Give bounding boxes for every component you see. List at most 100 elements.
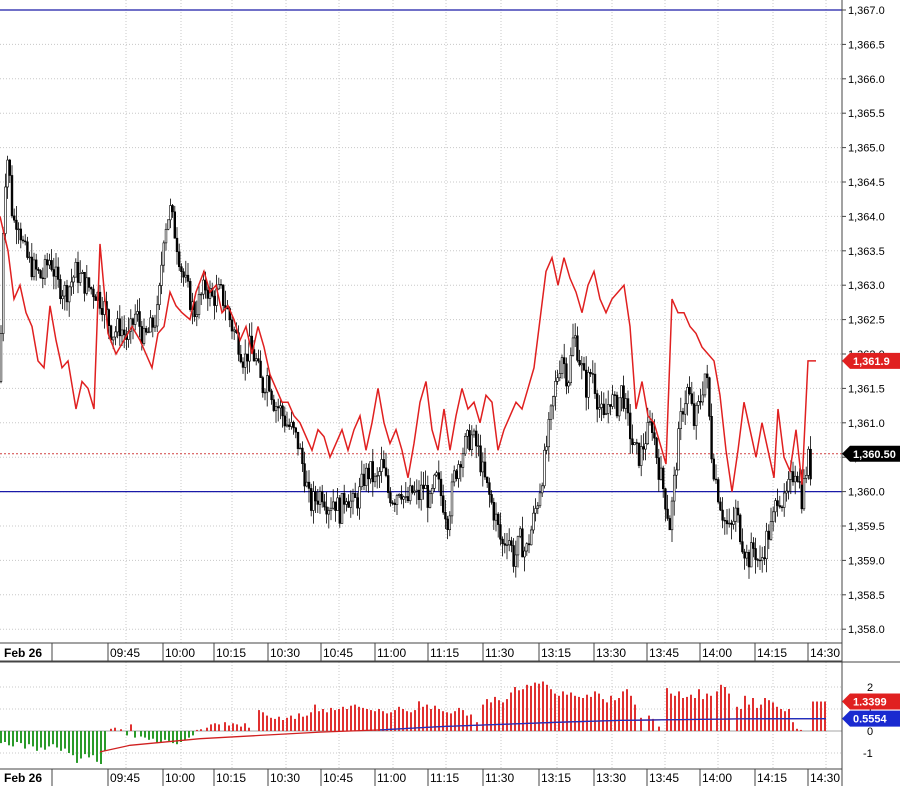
histogram-bar bbox=[720, 685, 722, 731]
candle-body bbox=[189, 281, 191, 309]
histogram-bar bbox=[334, 710, 336, 731]
candle-body bbox=[361, 474, 363, 487]
histogram-bar bbox=[686, 697, 688, 731]
histogram-bar bbox=[176, 731, 178, 744]
candle-body bbox=[352, 493, 354, 501]
time-tick-label: 14:00 bbox=[702, 646, 732, 660]
histogram-bar bbox=[614, 700, 616, 731]
candle-body bbox=[482, 462, 484, 472]
price-tick-label: 1,362.5 bbox=[848, 315, 885, 327]
histogram-bar bbox=[418, 701, 420, 731]
histogram-bar bbox=[538, 684, 540, 731]
histogram-bar bbox=[626, 689, 628, 731]
histogram-bar bbox=[76, 731, 78, 763]
candle-body bbox=[95, 297, 97, 301]
histogram-bar bbox=[134, 731, 136, 738]
histogram-bar bbox=[290, 716, 292, 731]
candle-body bbox=[247, 354, 249, 361]
candle-body bbox=[62, 296, 64, 299]
candle-body bbox=[291, 422, 293, 426]
histogram-bar bbox=[8, 731, 10, 745]
price-tick-label: 1,364.5 bbox=[848, 177, 885, 189]
histogram-bar bbox=[36, 731, 38, 751]
histogram-bar bbox=[24, 731, 26, 749]
candle-body bbox=[165, 229, 167, 243]
candle-body bbox=[671, 501, 673, 530]
candle-body bbox=[638, 443, 640, 466]
candle-body bbox=[577, 336, 579, 361]
histogram-bar bbox=[350, 706, 352, 731]
histogram-bar bbox=[188, 731, 190, 738]
candle-body bbox=[724, 520, 726, 521]
time-tick-label: 13:15 bbox=[541, 646, 571, 660]
histogram-bar bbox=[196, 730, 198, 731]
candle-body bbox=[629, 413, 631, 439]
candle-body bbox=[594, 374, 596, 393]
candle-body bbox=[654, 433, 656, 438]
candle-body bbox=[757, 560, 759, 561]
candle-body bbox=[38, 269, 40, 270]
candle-body bbox=[462, 454, 464, 468]
histogram-bar bbox=[486, 699, 488, 731]
histogram-bar bbox=[64, 731, 66, 749]
candle-body bbox=[449, 516, 451, 530]
histogram-bar bbox=[658, 727, 660, 731]
candle-body bbox=[786, 491, 788, 493]
candle-body bbox=[546, 447, 548, 450]
candle-body bbox=[266, 376, 268, 393]
histogram-bar bbox=[72, 731, 74, 755]
candle-body bbox=[563, 358, 565, 364]
candle-body bbox=[717, 480, 719, 502]
candle-body bbox=[392, 503, 394, 504]
candle-body bbox=[326, 507, 328, 514]
candle-body bbox=[313, 492, 315, 511]
histogram-bar bbox=[796, 729, 798, 731]
candle-body bbox=[187, 275, 189, 281]
histogram-bar bbox=[506, 699, 508, 731]
histogram-bar bbox=[748, 705, 750, 731]
candle-body bbox=[706, 374, 708, 378]
candle-body bbox=[222, 285, 224, 306]
histogram-bar bbox=[184, 731, 186, 740]
candle-body bbox=[539, 493, 541, 506]
date-label: Feb 26 bbox=[4, 646, 42, 660]
time-tick-label: 14:30 bbox=[810, 646, 840, 660]
candle-body bbox=[269, 376, 271, 391]
candle-body bbox=[456, 471, 458, 479]
candle-body bbox=[770, 522, 772, 540]
candle-body bbox=[141, 326, 143, 343]
candle-body bbox=[691, 394, 693, 404]
candle-body bbox=[524, 551, 526, 557]
candle-body bbox=[16, 220, 18, 229]
candle-body bbox=[766, 531, 768, 559]
ind-time-tick-label: 13:30 bbox=[596, 771, 626, 785]
candle-body bbox=[627, 399, 629, 413]
candle-body bbox=[231, 320, 233, 331]
candle-body bbox=[618, 398, 620, 416]
candle-body bbox=[363, 474, 365, 486]
candle-body bbox=[583, 363, 585, 370]
histogram-bar bbox=[104, 731, 106, 751]
ind-time-tick-label: 11:30 bbox=[485, 771, 514, 785]
candle-body bbox=[788, 479, 790, 491]
price-tick-label: 1,366.0 bbox=[848, 74, 885, 86]
candle-body bbox=[643, 447, 645, 450]
candle-body bbox=[286, 425, 288, 426]
candle-body bbox=[0, 334, 2, 382]
candle-body bbox=[387, 476, 389, 493]
candle-body bbox=[337, 498, 339, 511]
time-tick-label: 11:15 bbox=[430, 646, 459, 660]
histogram-bar bbox=[792, 722, 794, 731]
histogram-bar bbox=[40, 731, 42, 748]
candle-body bbox=[726, 521, 728, 524]
candle-body bbox=[425, 485, 427, 488]
candle-body bbox=[794, 476, 796, 482]
candle-body bbox=[548, 419, 550, 446]
candle-body bbox=[262, 378, 264, 393]
candle-body bbox=[722, 510, 724, 520]
histogram-bar bbox=[156, 731, 158, 743]
price-tick-label: 1,363.5 bbox=[848, 246, 885, 258]
candle-body bbox=[572, 338, 574, 355]
histogram-bar bbox=[740, 709, 742, 731]
histogram-bar bbox=[694, 698, 696, 731]
